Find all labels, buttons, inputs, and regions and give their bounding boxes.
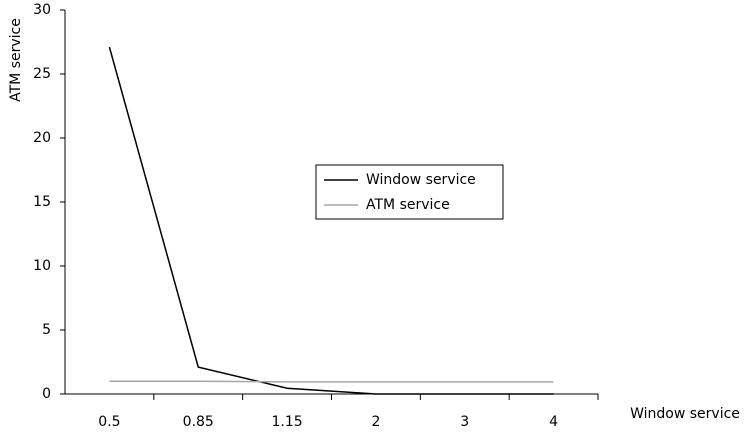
x-tick-label: 4 <box>549 414 558 430</box>
legend-box <box>315 164 504 220</box>
y-tick-label: 20 <box>33 130 51 146</box>
y-tick-label: 25 <box>33 66 51 82</box>
legend-label: Window service <box>366 172 476 188</box>
x-axis-label: Window service <box>630 406 740 422</box>
y-tick-label: 15 <box>33 194 51 210</box>
x-tick-label: 2 <box>371 414 380 430</box>
y-tick-label: 30 <box>33 2 51 18</box>
x-tick-label: 0.5 <box>98 414 120 430</box>
x-tick-label: 0.85 <box>183 414 214 430</box>
x-tick-label: 1.15 <box>271 414 302 430</box>
x-tick-label: 3 <box>460 414 469 430</box>
y-tick-label: 5 <box>42 322 51 338</box>
y-tick-label: 0 <box>42 386 51 402</box>
series-line <box>108 46 554 395</box>
legend-label: ATM service <box>366 197 450 213</box>
series-line <box>109 380 554 383</box>
y-axis-label: ATM service <box>8 18 24 102</box>
y-tick-label: 10 <box>33 258 51 274</box>
